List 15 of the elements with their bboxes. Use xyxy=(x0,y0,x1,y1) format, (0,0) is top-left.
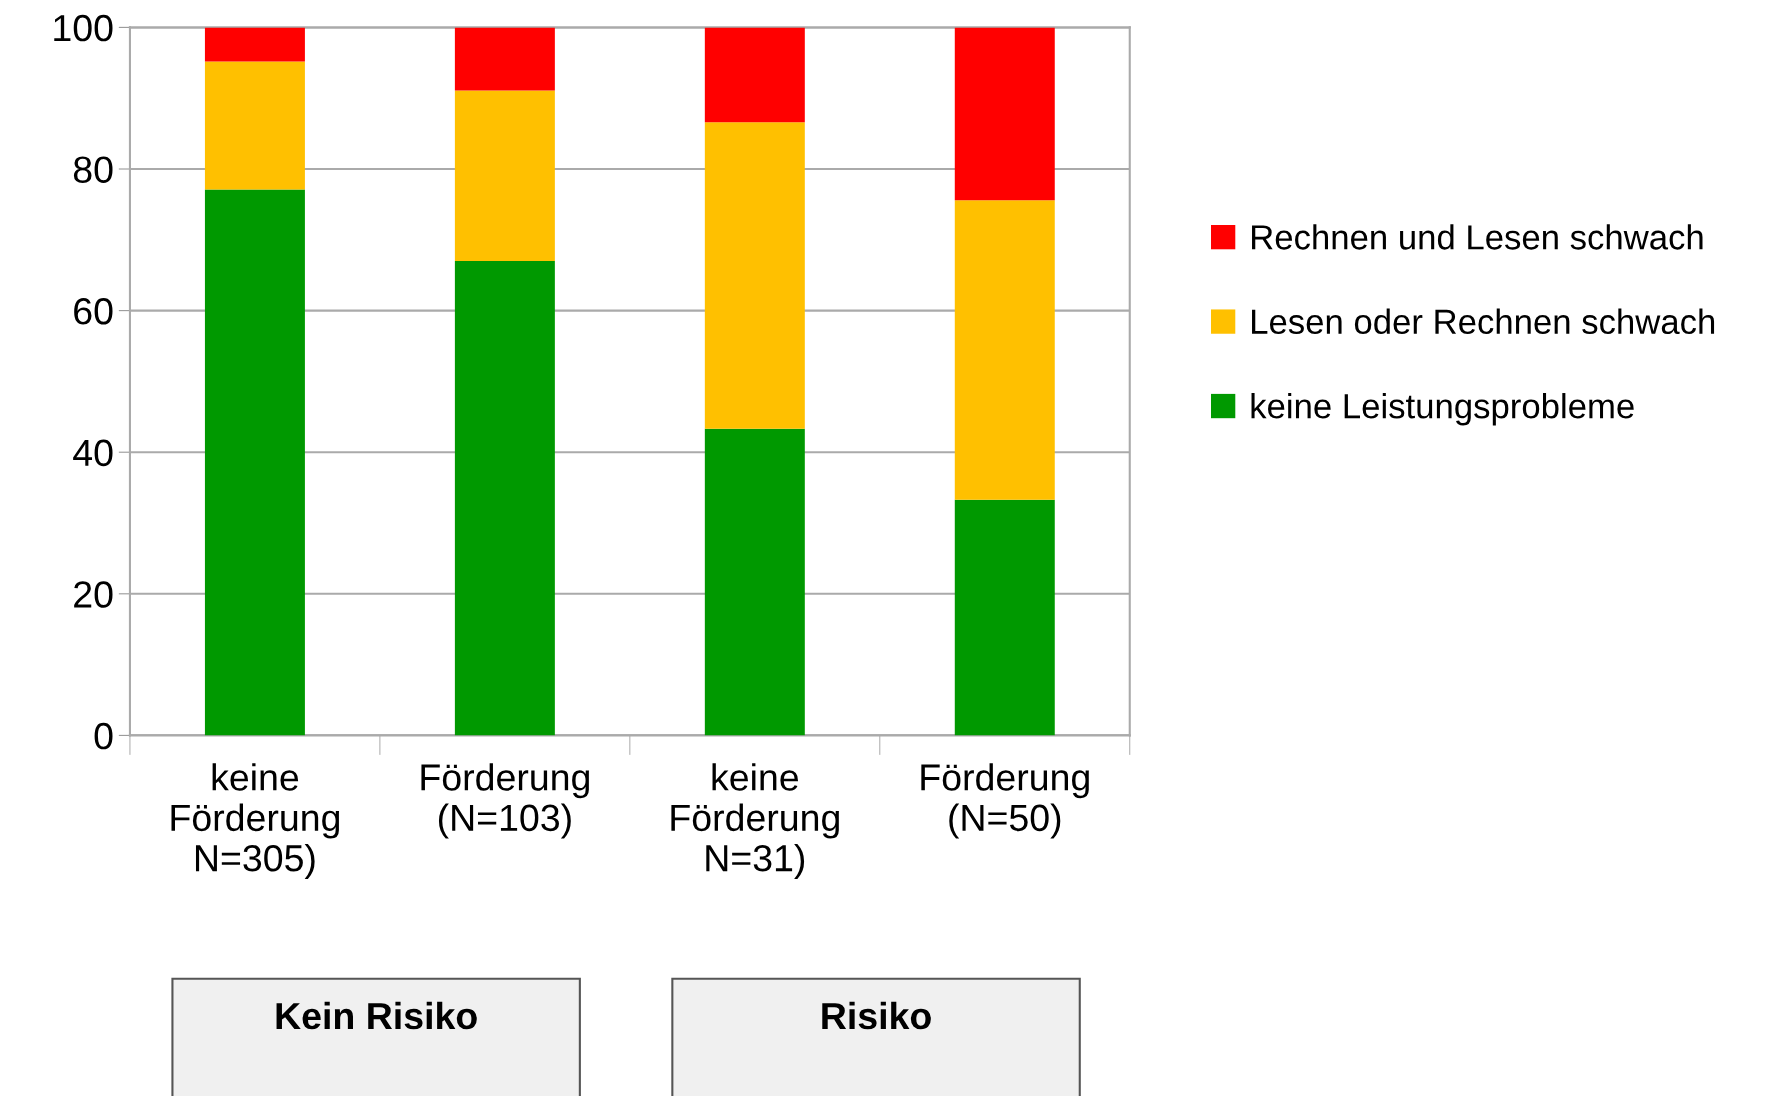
y-tick-label: 100 xyxy=(54,14,113,42)
y-tick-label: 0 xyxy=(94,722,113,750)
x-tick-label: Förderung (N=50) xyxy=(921,763,1089,839)
x-tick-label: Förderung (N=103) xyxy=(421,763,589,839)
y-tick-label: 40 xyxy=(73,439,113,467)
legend-label: Lesen oder Rechnen schwach xyxy=(1252,308,1715,335)
y-tick-label: 80 xyxy=(73,156,113,183)
x-tick-label: keine Förderung N=31) xyxy=(671,763,839,879)
text: Risiko xyxy=(822,1001,931,1030)
x-tick-label: keine Förderung N=305) xyxy=(171,763,340,879)
y-tick-label: 60 xyxy=(74,298,113,325)
y-tick-label: 20 xyxy=(74,581,113,608)
text: Kein Risiko xyxy=(276,1001,477,1030)
legend-label: keine Leistungsprobleme xyxy=(1251,393,1634,426)
legend-label: Rechnen und Lesen schwach xyxy=(1252,224,1703,250)
